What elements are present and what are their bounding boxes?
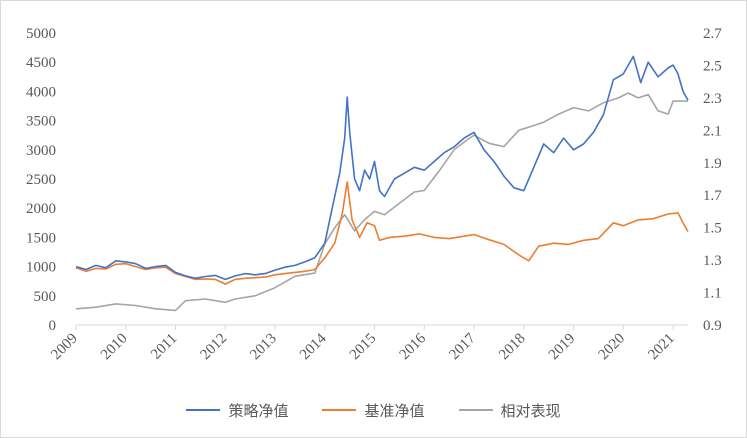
left-y-tick-label: 500 [34, 289, 57, 305]
left-y-tick-label: 2000 [26, 201, 56, 217]
legend-label-benchmark: 基准净值 [364, 401, 425, 420]
right-y-tick-label: 0.9 [703, 318, 722, 334]
x-tick-label: 2014 [297, 330, 330, 363]
x-tick-label: 2013 [247, 331, 280, 364]
left-y-tick-label: 3500 [26, 114, 56, 130]
x-tick-label: 2015 [347, 331, 380, 364]
x-tick-label: 2018 [496, 331, 529, 364]
x-tick-label: 2020 [596, 331, 629, 364]
left-y-tick-label: 2500 [26, 172, 56, 188]
right-y-tick-label: 1.7 [703, 188, 722, 204]
legend-item-relative: 相对表现 [458, 400, 561, 421]
series-lines [75, 55, 689, 312]
x-tick-label: 2016 [397, 330, 430, 363]
series-line-2 [75, 92, 688, 312]
x-tick-label: 2011 [148, 331, 180, 363]
legend: 策略净值 基准净值 相对表现 [0, 398, 747, 422]
series-line-1 [75, 181, 689, 285]
legend-swatch-benchmark [322, 409, 357, 411]
left-y-tick-label: 3000 [26, 143, 56, 159]
right-y-tick-label: 1.3 [703, 253, 722, 269]
left-y-tick-label: 5000 [26, 26, 56, 42]
x-tick-label: 2012 [198, 331, 231, 364]
right-y-tick-label: 1.1 [703, 286, 722, 302]
left-y-tick-label: 0 [49, 318, 57, 334]
right-y-tick-label: 2.7 [703, 26, 722, 42]
right-y-tick-label: 1.5 [703, 221, 722, 237]
legend-item-strategy: 策略净值 [186, 400, 288, 421]
right-y-tick-label: 1.9 [703, 156, 722, 172]
x-tick-label: 2017 [446, 330, 479, 363]
series-line-0 [75, 55, 689, 281]
x-tick-label: 2019 [546, 331, 579, 364]
left-y-axis: 0 500 1000 1500 2000 2500 3000 3500 4000 4500 5000 [26, 26, 56, 334]
x-tick-label: 2021 [645, 331, 678, 364]
right-y-tick-label: 2.3 [703, 91, 722, 107]
legend-swatch-strategy [186, 409, 221, 411]
line-chart: 0 500 1000 1500 2000 2500 3000 3500 4000 4500 5000… [26, 26, 722, 363]
legend-item-benchmark: 基准净值 [322, 400, 425, 421]
x-tick-label: 2010 [98, 331, 131, 364]
right-y-axis: 0.9 1.1 1.3 1.5 1.7 1.9 2.1 2.3 2.5 2.7 [703, 26, 722, 334]
left-y-tick-label: 4500 [26, 55, 56, 71]
x-tick-label: 2009 [48, 331, 81, 364]
legend-label-relative: 相对表现 [500, 401, 561, 420]
legend-label-strategy: 策略净值 [228, 401, 289, 420]
right-y-tick-label: 2.5 [703, 58, 722, 74]
left-y-tick-label: 4000 [26, 84, 56, 100]
right-y-tick-label: 2.1 [703, 123, 722, 139]
x-axis: 2009 2010 2011 2012 2013 2014 2015 2016 2017 2018… [48, 325, 678, 363]
left-y-tick-label: 1000 [26, 260, 56, 276]
left-y-tick-label: 1500 [26, 230, 56, 246]
legend-swatch-relative [458, 409, 493, 411]
